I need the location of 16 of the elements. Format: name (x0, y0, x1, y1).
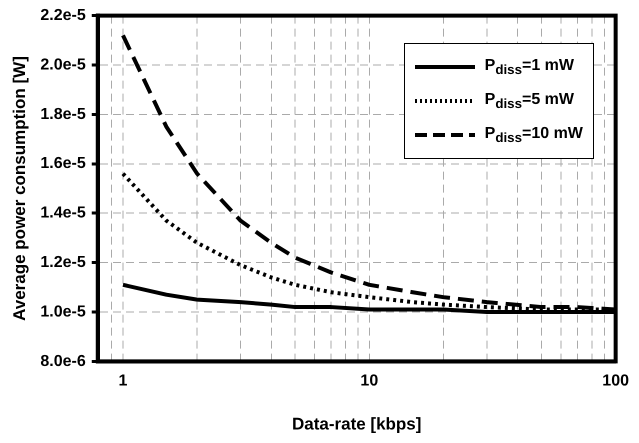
x-tick-label: 100 (602, 372, 630, 390)
x-tick-label: 10 (360, 372, 378, 390)
y-tick-label: 1.0e-5 (40, 303, 86, 320)
x-tick-label: 1 (118, 372, 128, 390)
y-axis-title: Average power consumption [W] (10, 56, 29, 321)
y-tick-label: 1.6e-5 (40, 155, 86, 172)
legend-label: P$_{diss}$=10 mW (484, 124, 583, 145)
x-axis-title: Data-rate [kbps] (292, 414, 422, 434)
legend-label: P$_{diss}$=5 mW (484, 90, 574, 111)
y-tick-label: 1.2e-5 (40, 254, 86, 272)
y-tick-label: 2.0e-5 (40, 56, 86, 74)
y-tick-label: 1.8e-5 (40, 106, 86, 123)
legend-label: P$_{diss}$=1 mW (484, 56, 574, 77)
y-tick-label: 8.0e-6 (40, 352, 86, 370)
y-tick-label: 2.2e-5 (40, 7, 86, 24)
y-tick-label: 1.4e-5 (40, 204, 86, 222)
